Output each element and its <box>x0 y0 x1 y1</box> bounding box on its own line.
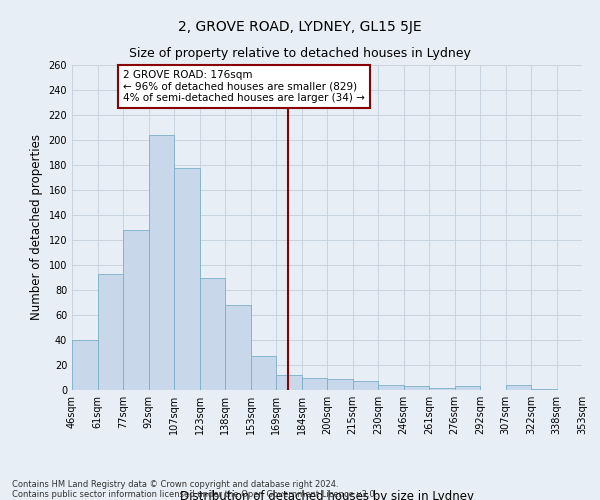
Bar <box>455 386 480 390</box>
Text: Size of property relative to detached houses in Lydney: Size of property relative to detached ho… <box>129 48 471 60</box>
Bar <box>302 378 327 390</box>
Bar <box>378 385 404 390</box>
Bar <box>353 381 378 390</box>
Bar <box>276 375 302 390</box>
Text: 2 GROVE ROAD: 176sqm
← 96% of detached houses are smaller (829)
4% of semi-detac: 2 GROVE ROAD: 176sqm ← 96% of detached h… <box>123 70 365 103</box>
Bar <box>123 230 149 390</box>
Y-axis label: Number of detached properties: Number of detached properties <box>30 134 43 320</box>
Bar <box>404 386 429 390</box>
Bar <box>429 388 455 390</box>
Bar <box>149 135 174 390</box>
X-axis label: Distribution of detached houses by size in Lydney: Distribution of detached houses by size … <box>180 490 474 500</box>
Bar <box>251 356 276 390</box>
Bar <box>505 385 531 390</box>
Bar <box>72 340 97 390</box>
Bar <box>174 168 199 390</box>
Bar <box>327 379 353 390</box>
Bar <box>531 389 557 390</box>
Text: 2, GROVE ROAD, LYDNEY, GL15 5JE: 2, GROVE ROAD, LYDNEY, GL15 5JE <box>178 20 422 34</box>
Text: Contains HM Land Registry data © Crown copyright and database right 2024.
Contai: Contains HM Land Registry data © Crown c… <box>12 480 377 499</box>
Bar <box>199 278 225 390</box>
Bar <box>97 274 123 390</box>
Bar <box>225 305 251 390</box>
